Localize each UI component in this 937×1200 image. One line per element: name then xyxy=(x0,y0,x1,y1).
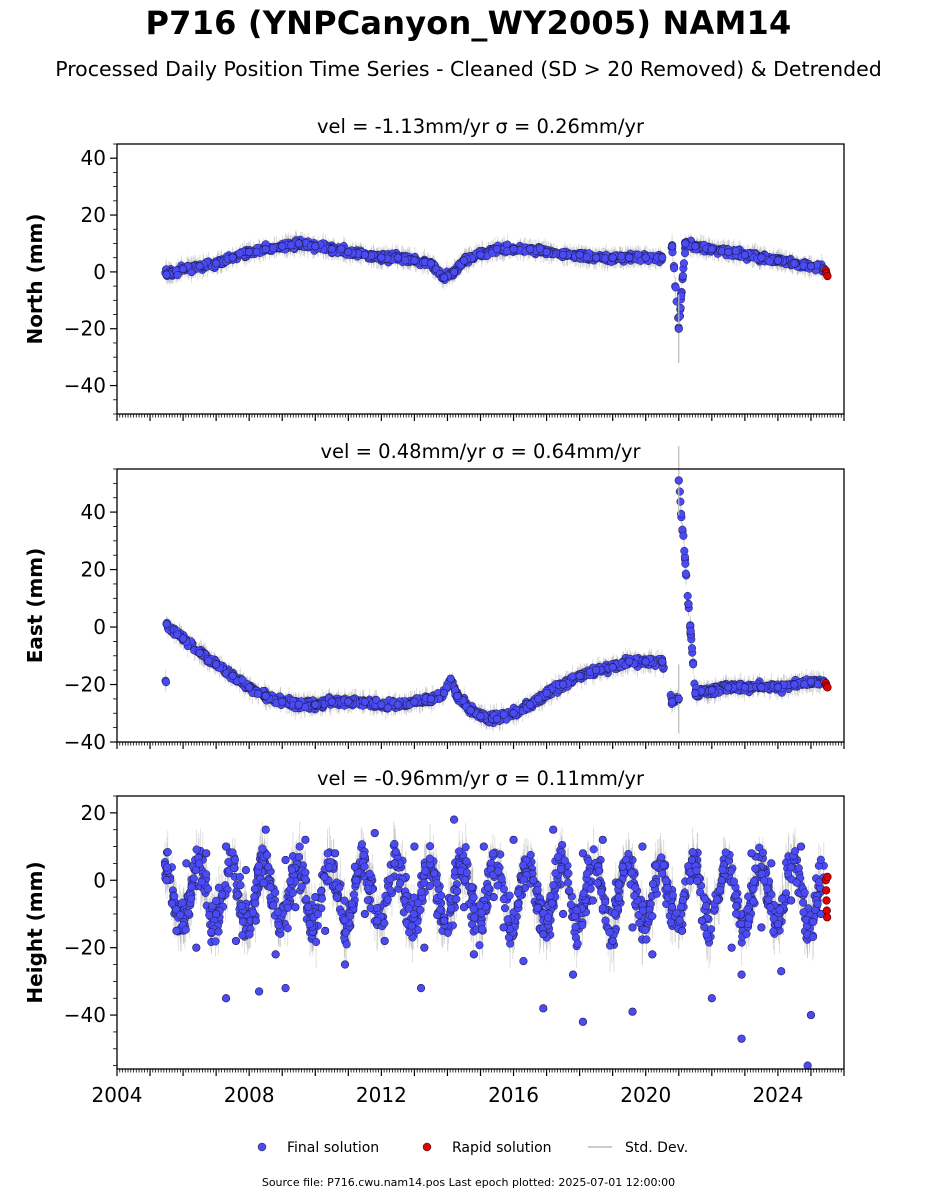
data-point xyxy=(269,244,278,253)
rapid-solution-point xyxy=(823,272,832,281)
final-solution-point xyxy=(757,253,766,262)
data-cloud xyxy=(161,482,828,733)
plot-frame xyxy=(116,143,845,415)
y-tick-label: −20 xyxy=(64,317,106,341)
data-point xyxy=(617,252,626,261)
panel-title: vel = 0.48mm/yr σ = 0.64mm/yr xyxy=(320,440,641,463)
final-solution-point xyxy=(261,245,270,254)
y-axis-label: North (mm) xyxy=(23,213,47,344)
final-solution-point xyxy=(311,242,320,251)
final-solution-point xyxy=(658,253,667,262)
final-solution-point xyxy=(740,250,749,259)
final-solution-point xyxy=(575,250,584,259)
y-axis: −40 −20 0 20 40 xyxy=(64,143,117,415)
data-point xyxy=(173,271,182,280)
final-solution-point xyxy=(162,270,171,279)
final-solution-point xyxy=(228,253,237,262)
data-point xyxy=(679,531,688,540)
y-tick-label: 20 xyxy=(81,203,106,227)
final-solution-point xyxy=(806,262,816,271)
final-solution-point xyxy=(668,242,677,251)
plot-area xyxy=(161,230,832,363)
figure-subtitle: Processed Daily Position Time Series - C… xyxy=(0,57,937,81)
final-solution-point xyxy=(641,253,650,262)
final-solution-point xyxy=(393,253,402,262)
y-tick-label: 0 xyxy=(93,260,106,284)
data-point xyxy=(235,249,244,258)
final-solution-point xyxy=(440,273,449,282)
data-point xyxy=(671,283,680,292)
final-solution-point xyxy=(410,256,419,265)
final-solution-point xyxy=(707,245,716,254)
data-point xyxy=(678,271,687,280)
rapid-solution-series xyxy=(821,266,832,281)
y-axis-label: East (mm) xyxy=(23,548,47,664)
y-tick-label: 40 xyxy=(81,146,106,170)
final-solution-point xyxy=(449,267,459,276)
data-point xyxy=(401,256,410,265)
final-solution-point xyxy=(327,245,336,254)
final-solution-point xyxy=(492,245,502,254)
final-solution-point xyxy=(691,242,700,251)
final-solution-point xyxy=(178,264,188,274)
final-solution-point xyxy=(476,250,485,259)
final-solution-point xyxy=(525,245,535,254)
data-point xyxy=(670,264,679,273)
panel-north: vel = -1.13mm/yr σ = 0.26mm/yr North (mm)… xyxy=(23,115,845,421)
data-point xyxy=(765,257,774,266)
data-point xyxy=(679,259,688,268)
panel-title: vel = -1.13mm/yr σ = 0.26mm/yr xyxy=(317,115,645,138)
data-point xyxy=(582,253,591,262)
final-solution-point xyxy=(426,259,436,268)
final-solution-point xyxy=(608,253,617,262)
final-solution-point xyxy=(344,247,353,257)
final-solution-point xyxy=(674,324,683,333)
final-solution-point xyxy=(459,256,469,265)
final-solution-point xyxy=(681,239,690,248)
data-point xyxy=(731,246,741,255)
final-solution-point xyxy=(790,259,799,268)
final-solution-point xyxy=(360,250,369,259)
final-solution-point xyxy=(559,250,568,259)
data-point xyxy=(680,249,690,258)
final-solution-point xyxy=(245,247,254,257)
final-solution-point xyxy=(294,239,303,248)
final-solution-point xyxy=(542,247,551,257)
data-point xyxy=(337,244,346,253)
final-solution-point xyxy=(509,245,518,254)
data-point xyxy=(676,497,685,506)
final-solution-point xyxy=(724,247,733,257)
data-point xyxy=(681,569,690,578)
y-tick-label: −40 xyxy=(64,374,106,398)
final-solution-point xyxy=(377,253,386,262)
final-solution-point xyxy=(773,256,783,265)
data-point xyxy=(252,247,261,256)
x-axis xyxy=(116,414,845,421)
final-solution-point xyxy=(592,253,601,262)
data-point xyxy=(676,303,685,312)
plot-area xyxy=(161,446,832,734)
final-solution-point xyxy=(278,242,287,251)
final-solution-point xyxy=(195,262,204,271)
figure-title: P716 (YNPCanyon_WY2005) NAM14 xyxy=(0,4,937,42)
data-point xyxy=(287,241,296,250)
final-solution-point xyxy=(212,259,221,268)
data-point xyxy=(687,644,697,653)
final-solution-point xyxy=(625,253,634,262)
